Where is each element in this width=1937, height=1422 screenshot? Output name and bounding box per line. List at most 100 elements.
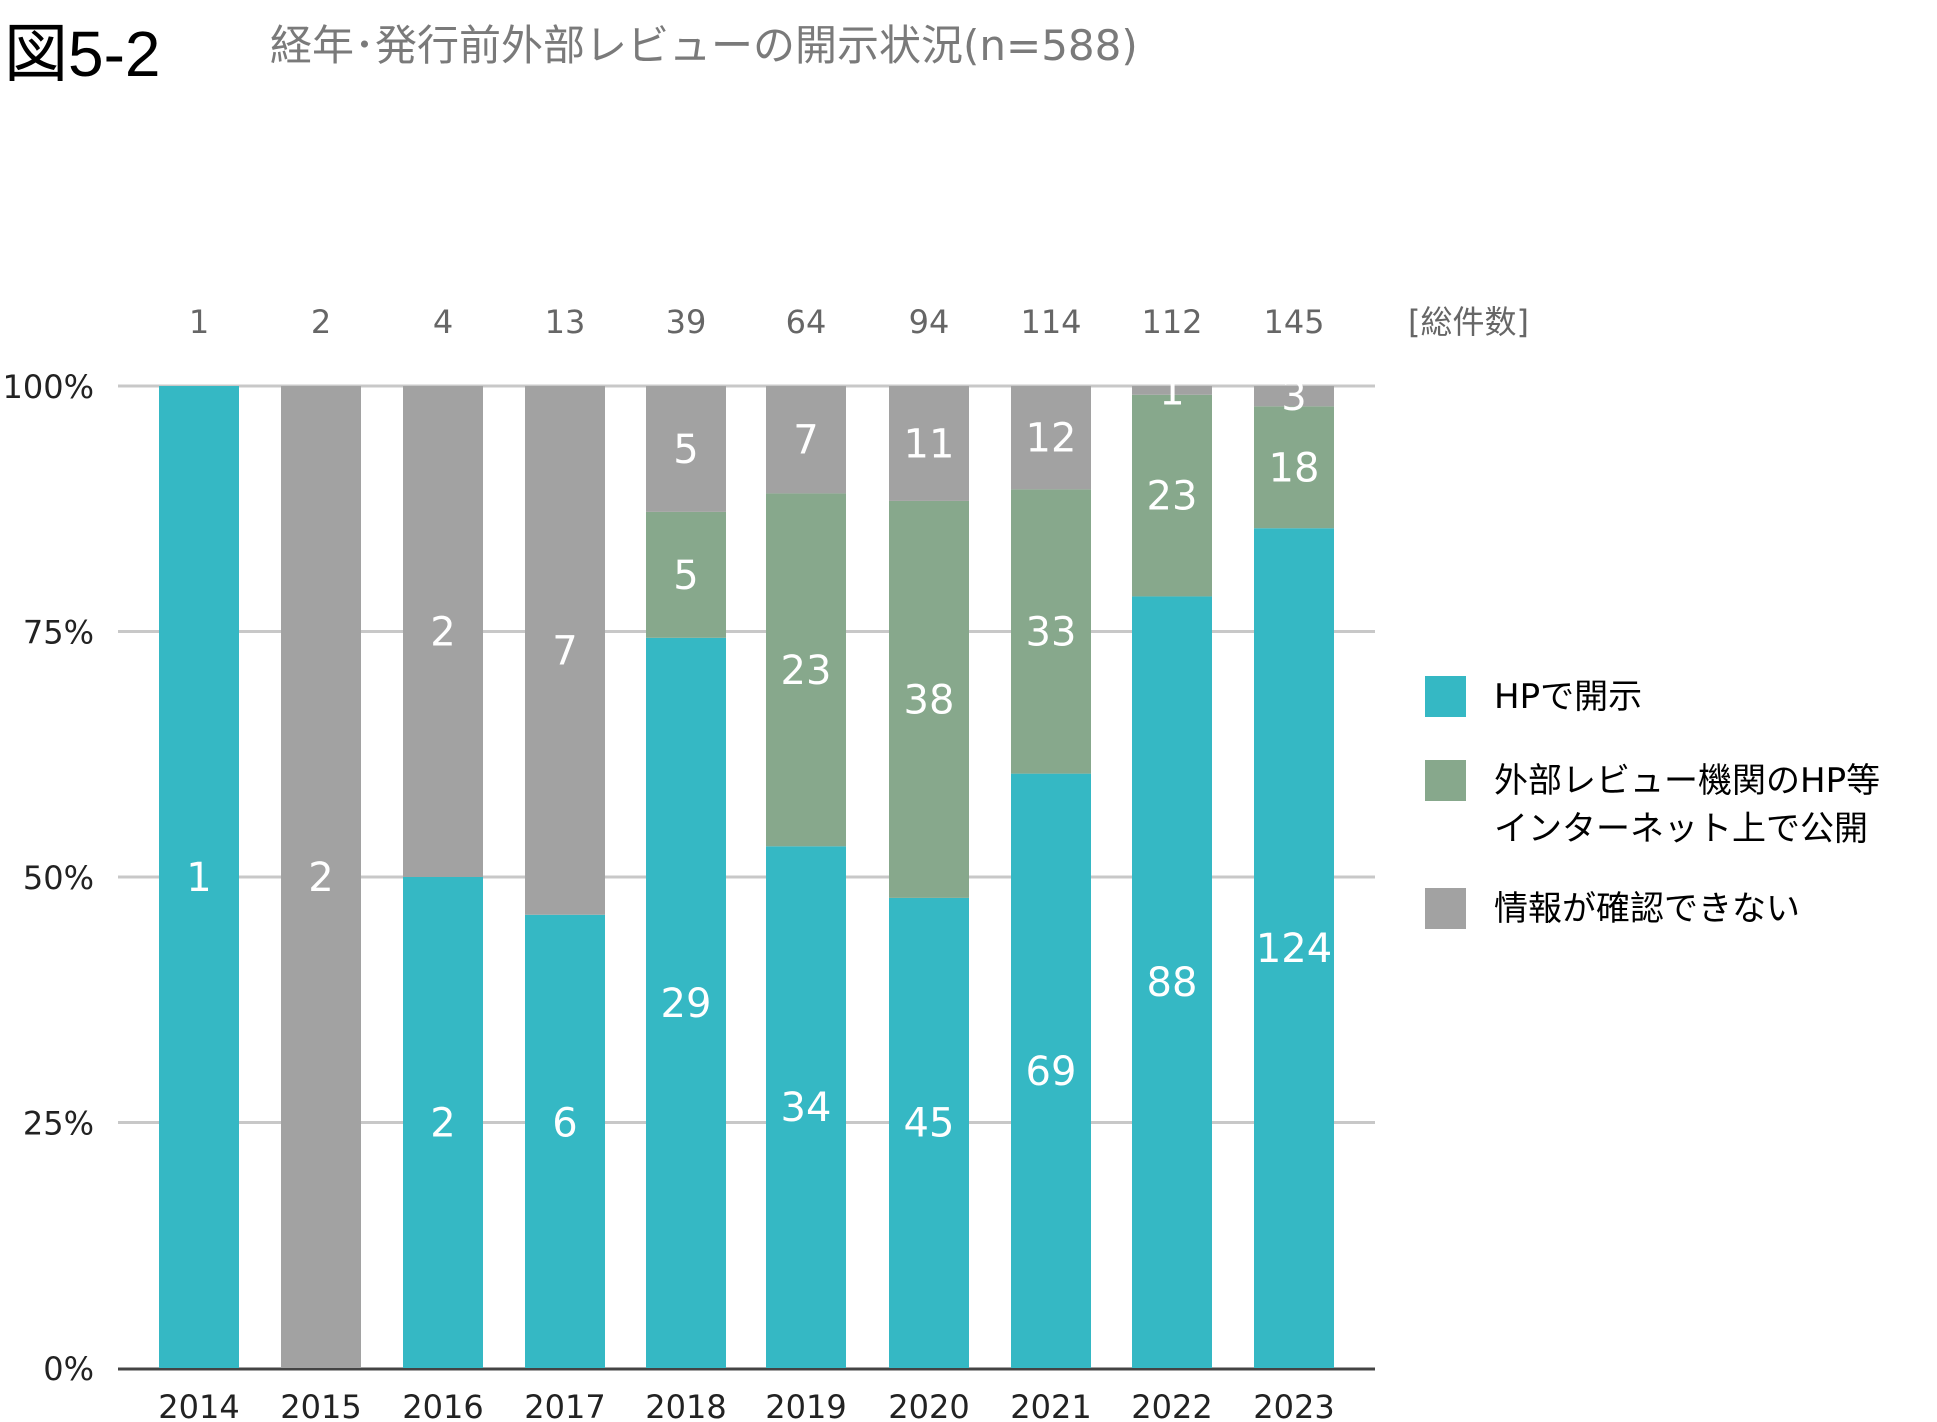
- bar-segment: [403, 386, 483, 877]
- totals-caption: [総件数]: [1408, 303, 1529, 341]
- y-tick-label: 25%: [23, 1105, 94, 1143]
- x-tick-label: 2021: [1010, 1388, 1091, 1422]
- bar-2020: 45 38 11: [889, 386, 969, 1368]
- data-label: 1: [1159, 368, 1184, 414]
- bar-segment: [1254, 406, 1334, 529]
- bar-segment: [1132, 386, 1212, 395]
- data-label: 29: [661, 981, 712, 1027]
- total-label: 2: [311, 303, 331, 341]
- bar-segment: [646, 511, 726, 638]
- data-label: 5: [673, 427, 698, 473]
- x-tick-label: 2017: [524, 1388, 605, 1422]
- data-label: 2: [430, 1101, 455, 1147]
- bar-segment: [1254, 528, 1334, 1368]
- data-label: 33: [1026, 610, 1077, 656]
- data-label: 7: [552, 628, 577, 674]
- data-label: 6: [552, 1101, 577, 1147]
- data-label: 1: [186, 855, 211, 901]
- data-label: 34: [781, 1085, 832, 1131]
- total-label: 145: [1263, 303, 1324, 341]
- data-label: 5: [673, 553, 698, 599]
- data-label: 69: [1026, 1049, 1077, 1095]
- bar-segment: [646, 637, 726, 1368]
- data-label: 23: [1147, 474, 1198, 520]
- legend-swatch: [1425, 676, 1466, 717]
- y-tick-label: 50%: [23, 859, 94, 897]
- bar-segment: [889, 897, 969, 1368]
- x-tick-label: 2014: [158, 1388, 239, 1422]
- bar-2016: 22: [403, 386, 483, 1368]
- legend-item: 情報が確認できない: [1425, 888, 1800, 929]
- bar-2015: 2: [281, 386, 361, 1368]
- bar-segment: [1011, 773, 1091, 1368]
- y-axis-ticks: 0% 25% 50% 75% 100%: [3, 368, 94, 1388]
- y-tick-label: 100%: [3, 368, 94, 406]
- legend-label: 情報が確認できない: [1494, 889, 1800, 929]
- bar-segment: [525, 914, 605, 1368]
- bar-2023: 124 18 3: [1254, 374, 1334, 1368]
- bar-2017: 67: [525, 386, 605, 1368]
- data-label: 18: [1269, 445, 1320, 491]
- total-label: 13: [545, 303, 586, 341]
- totals-row: 1 2 4 13 39 64 94 114 112 145 [総件数]: [189, 303, 1529, 341]
- bar-segment: [646, 386, 726, 512]
- bar-segment: [766, 493, 846, 847]
- data-label: 124: [1256, 926, 1332, 972]
- total-label: 64: [786, 303, 827, 341]
- bar-segment: [889, 386, 969, 501]
- y-tick-label: 75%: [23, 614, 94, 652]
- x-axis-ticks: 2014 2015 2016 2017 2018 2019 2020 2021 2022 2023: [158, 1388, 1334, 1422]
- chart-title: 経年･発行前外部レビューの開示状況(n=588): [270, 21, 1138, 70]
- bar-2021: 69 33 12: [1011, 386, 1091, 1368]
- bar-segment: [1011, 386, 1091, 490]
- data-label: 45: [904, 1101, 955, 1147]
- y-tick-label: 0%: [43, 1350, 94, 1388]
- total-label: 112: [1141, 303, 1202, 341]
- x-tick-label: 2015: [280, 1388, 361, 1422]
- data-label: 23: [781, 648, 832, 694]
- x-tick-label: 2022: [1131, 1388, 1212, 1422]
- bar-segment: [525, 386, 605, 915]
- legend-swatch: [1425, 888, 1466, 929]
- legend-label: HPで開示: [1494, 677, 1642, 717]
- total-label: 39: [666, 303, 707, 341]
- bar-segment: [1132, 596, 1212, 1368]
- x-tick-label: 2016: [402, 1388, 483, 1422]
- bar-segment: [889, 500, 969, 898]
- total-label: 94: [909, 303, 950, 341]
- legend-item: 外部レビュー機関のHP等インターネット上で公開: [1425, 760, 1880, 849]
- x-tick-label: 2023: [1253, 1388, 1334, 1422]
- total-label: 1: [189, 303, 209, 341]
- x-tick-label: 2018: [645, 1388, 726, 1422]
- data-label: 12: [1026, 416, 1077, 462]
- data-label: 88: [1147, 960, 1198, 1006]
- bar-segment: [766, 846, 846, 1368]
- total-label: 4: [433, 303, 453, 341]
- legend-label: 外部レビュー機関のHP等インターネット上で公開: [1494, 761, 1880, 849]
- bar-segment: [403, 877, 483, 1368]
- bar-segment: [1254, 386, 1334, 407]
- bar-2022: 88 23 1: [1132, 368, 1212, 1368]
- bar-segment: [281, 386, 361, 1368]
- legend-item: HPで開示: [1425, 676, 1642, 717]
- bar-segment: [1011, 489, 1091, 774]
- bar-2014: 1: [159, 386, 239, 1368]
- legend-swatch: [1425, 760, 1466, 801]
- data-label: 2: [308, 855, 333, 901]
- bar-segment: [766, 386, 846, 494]
- figure-label: 図5-2: [4, 18, 161, 90]
- data-label: 3: [1281, 374, 1306, 420]
- data-label: 38: [904, 677, 955, 723]
- bar-2019: 34 23 7: [766, 386, 846, 1368]
- data-label: 2: [430, 610, 455, 656]
- data-label: 7: [793, 418, 818, 464]
- bar-segment: [1132, 394, 1212, 597]
- total-label: 114: [1020, 303, 1081, 341]
- x-tick-label: 2020: [888, 1388, 969, 1422]
- x-tick-label: 2019: [765, 1388, 846, 1422]
- bar-segment: [159, 386, 239, 1368]
- data-label: 11: [904, 421, 955, 467]
